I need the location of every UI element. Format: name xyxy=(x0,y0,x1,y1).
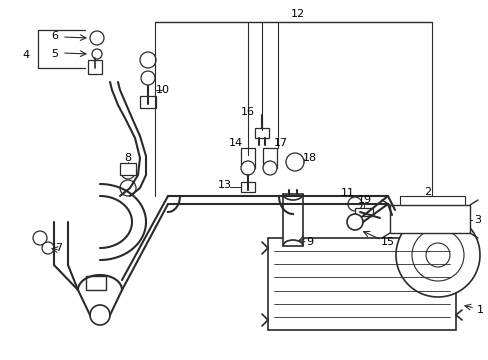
Bar xyxy=(86,276,106,290)
Bar xyxy=(263,148,276,168)
Text: 15: 15 xyxy=(380,237,394,247)
Text: 19: 19 xyxy=(357,195,371,205)
Bar xyxy=(389,205,469,233)
Bar xyxy=(140,96,156,108)
Text: 3: 3 xyxy=(473,215,481,225)
Text: 16: 16 xyxy=(241,107,254,117)
Text: 9: 9 xyxy=(306,237,313,247)
Circle shape xyxy=(121,165,135,179)
Circle shape xyxy=(92,49,102,59)
Circle shape xyxy=(346,214,362,230)
Bar xyxy=(241,182,254,192)
Circle shape xyxy=(141,71,155,85)
Circle shape xyxy=(395,213,479,297)
Circle shape xyxy=(90,31,104,45)
Text: 10: 10 xyxy=(156,85,170,95)
Circle shape xyxy=(120,180,136,196)
Circle shape xyxy=(33,231,47,245)
Circle shape xyxy=(347,197,361,211)
Circle shape xyxy=(42,242,54,254)
Text: 8: 8 xyxy=(124,153,131,163)
Text: 17: 17 xyxy=(273,138,287,148)
Text: 7: 7 xyxy=(55,243,62,253)
Text: 11: 11 xyxy=(340,188,354,198)
Text: 6: 6 xyxy=(51,31,59,41)
Circle shape xyxy=(285,153,304,171)
Text: 2: 2 xyxy=(424,187,431,197)
Text: 5: 5 xyxy=(51,49,59,59)
Text: 14: 14 xyxy=(228,138,243,148)
Circle shape xyxy=(90,305,110,325)
Bar xyxy=(120,163,136,175)
Circle shape xyxy=(263,161,276,175)
Circle shape xyxy=(411,229,463,281)
Text: 12: 12 xyxy=(290,9,305,19)
Text: 18: 18 xyxy=(303,153,316,163)
Bar xyxy=(254,128,268,138)
Bar xyxy=(267,238,455,330)
Text: 1: 1 xyxy=(475,305,483,315)
Bar xyxy=(283,194,303,246)
Text: 4: 4 xyxy=(23,50,30,60)
Text: 13: 13 xyxy=(218,180,231,190)
Bar xyxy=(354,208,372,216)
Bar xyxy=(88,60,102,74)
Circle shape xyxy=(140,52,156,68)
Circle shape xyxy=(241,161,254,175)
Bar xyxy=(241,148,254,168)
Circle shape xyxy=(425,243,449,267)
